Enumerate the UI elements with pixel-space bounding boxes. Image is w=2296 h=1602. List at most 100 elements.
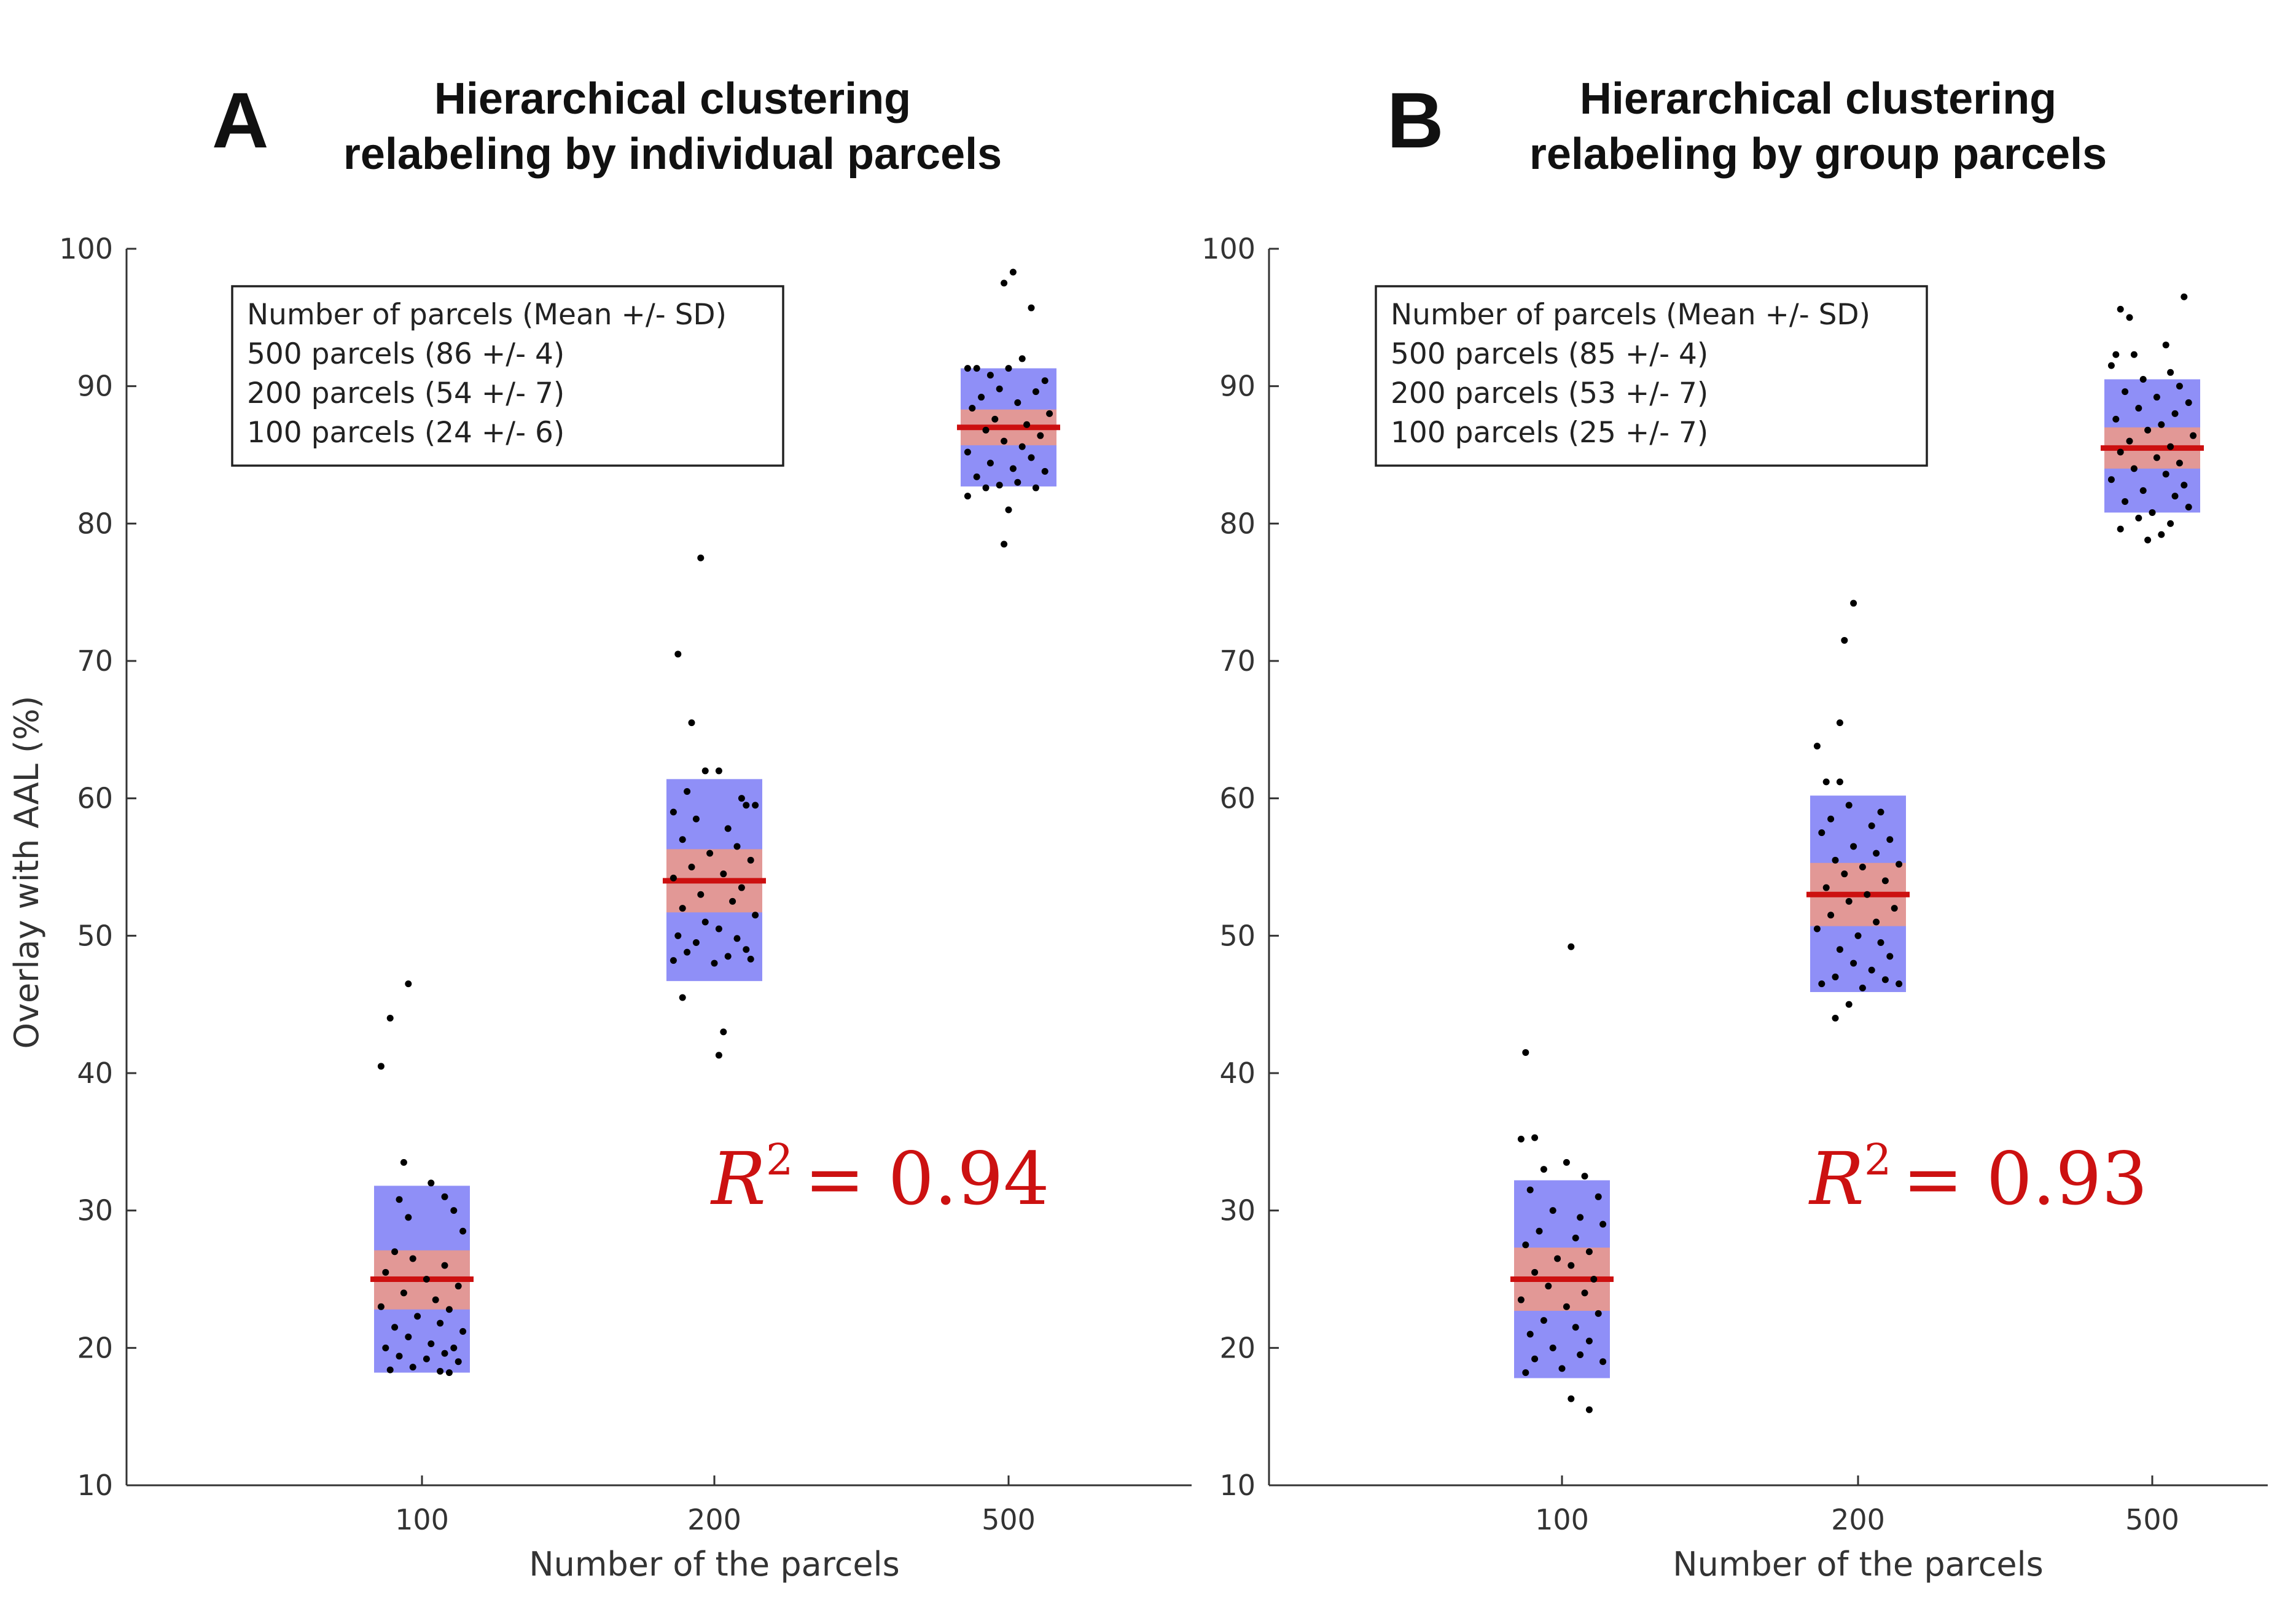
panel-a-data-point [1001, 541, 1008, 548]
panel-b-data-point [1522, 1049, 1529, 1056]
panel-b-ytick-label: 40 [1219, 1057, 1255, 1090]
panel-a-ytick-label: 20 [77, 1331, 113, 1364]
panel-b-letter: B [1387, 77, 1443, 165]
panel-a-data-point [738, 884, 745, 891]
panel-a-data-point [697, 891, 705, 898]
panel-b-data-point [1836, 946, 1843, 953]
panel-b-data-point [2117, 448, 2124, 456]
panel-a-data-point [670, 957, 677, 964]
panel-b-data-point [1517, 1296, 1525, 1303]
panel-a-data-point [982, 484, 990, 491]
panel-b: B Hierarchical clustering relabeling by … [1201, 74, 2268, 1584]
panel-b-data-point [1595, 1193, 1602, 1200]
panel-a-data-point [441, 1262, 448, 1269]
panel-a-data-point [964, 448, 971, 456]
panel-a-data-point [986, 459, 994, 467]
panel-a-data-point [733, 935, 741, 942]
panel-a-data-point [405, 1333, 412, 1340]
panel-a-data-point [445, 1306, 453, 1313]
panel-a-data-point [752, 802, 759, 809]
panel-b-ytick-label: 10 [1219, 1469, 1255, 1502]
panel-a-xtick-label: 500 [982, 1503, 1036, 1536]
panel-b-data-point [1585, 1248, 1593, 1256]
panel-b-data-point [1526, 1186, 1534, 1194]
panel-b-data-point [1568, 1262, 1575, 1269]
panel-a-data-point [1001, 279, 1008, 287]
panel-b-data-point [1572, 1324, 1579, 1331]
panel-a-data-point [459, 1327, 467, 1335]
panel-b-ytick: 20 [1219, 1331, 1279, 1364]
panel-a-data-point [670, 808, 677, 816]
panel-b-data-point [2149, 509, 2156, 516]
panel-b-ytick: 80 [1219, 507, 1279, 540]
panel-b-r-value: = 0.93 [1902, 1136, 2147, 1221]
panel-a-xtick-label: 200 [687, 1503, 741, 1536]
panel-a-data-point [396, 1353, 403, 1360]
panel-b-ytick-label: 20 [1219, 1331, 1255, 1364]
panel-b-legend-entry-100: 100 parcels (25 +/- 7) [1391, 416, 1708, 450]
panel-a-data-point [1046, 410, 1053, 417]
panel-a-data-point [973, 365, 980, 372]
panel-b-data-point [1891, 905, 1898, 912]
panel-b-data-point [1818, 829, 1825, 837]
panel-a-data-point [733, 843, 741, 850]
panel-a-legend-entry-500: 500 parcels (86 +/- 4) [247, 337, 564, 371]
panel-a-data-point [450, 1344, 458, 1351]
panel-b-data-point [1832, 856, 1839, 864]
panel-a-title-line2: relabeling by individual parcels [343, 130, 1002, 179]
panel-b-x-ticks: 100 200 500 [1535, 1475, 2179, 1536]
panel-a-data-point [692, 939, 700, 947]
panel-b-data-point [2171, 410, 2179, 417]
panel-a-ytick: 100 [59, 232, 136, 265]
panel-a: A Hierarchical clustering relabeling by … [7, 74, 1192, 1584]
panel-b-data-point [1868, 966, 1875, 974]
panel-b-data-point [2139, 375, 2147, 383]
panel-b-data-point [2112, 415, 2120, 423]
panel-b-data-point [1873, 850, 1880, 857]
panel-b-data-point [1563, 1159, 1570, 1166]
panel-b-ytick-label: 30 [1219, 1194, 1255, 1227]
panel-b-data-point [2130, 351, 2138, 358]
panel-a-r-squared: R2 = 0.94 [710, 1135, 1050, 1221]
panel-b-data-point [2126, 437, 2133, 445]
panel-b-ytick-label: 80 [1219, 507, 1255, 540]
panel-a-data-point [738, 795, 745, 802]
panel-b-data-point [2167, 443, 2174, 450]
panel-b-data-point [2176, 383, 2183, 390]
panel-b-data-point [1859, 984, 1866, 991]
panel-a-xtick: 200 [687, 1475, 741, 1536]
panel-b-data-point [1822, 778, 1830, 786]
panel-a-data-point [1005, 506, 1012, 514]
panel-a-data-point [964, 365, 971, 372]
panel-b-legend-entry-500: 500 parcels (85 +/- 4) [1391, 337, 1708, 371]
panel-b-data-point [1540, 1317, 1547, 1324]
panel-b-data-point [1841, 870, 1848, 878]
panel-b-legend-box [1375, 285, 1928, 467]
panel-b-data-point [1568, 1395, 1575, 1402]
panel-b-r-squared: R2 = 0.93 [1808, 1135, 2148, 1221]
panel-b-data-point [1585, 1337, 1593, 1345]
panel-a-ytick: 50 [77, 919, 136, 952]
panel-a-data-point [964, 493, 971, 500]
panel-a-r-exponent: 2 [766, 1135, 794, 1185]
panel-a-data-point [679, 994, 686, 1001]
panel-a-data-point [1028, 304, 1035, 311]
panel-b-data-point [2139, 487, 2147, 494]
panel-a-xtick-label: 100 [395, 1503, 449, 1536]
panel-b-plot-area: 10 20 30 40 50 60 70 80 90 100 100 200 5… [1201, 232, 2268, 1536]
panel-a-data-point [684, 948, 691, 956]
panel-b-data-point [1854, 932, 1862, 939]
panel-b-data-point [2162, 471, 2169, 478]
panel-a-data-point [1001, 437, 1008, 445]
panel-b-data-point [1864, 891, 1871, 898]
panel-a-data-point [382, 1268, 389, 1276]
panel-a-data-point [437, 1319, 444, 1327]
panel-a-data-point [706, 850, 714, 857]
panel-a-ytick-label: 90 [77, 370, 113, 403]
panel-b-data-point [1531, 1134, 1539, 1141]
panel-b-data-point [1517, 1135, 1525, 1143]
panel-b-data-point [2117, 305, 2124, 313]
panel-a-data-point [437, 1367, 444, 1375]
panel-b-data-point [1581, 1173, 1588, 1180]
panel-a-legend-box [231, 285, 784, 467]
